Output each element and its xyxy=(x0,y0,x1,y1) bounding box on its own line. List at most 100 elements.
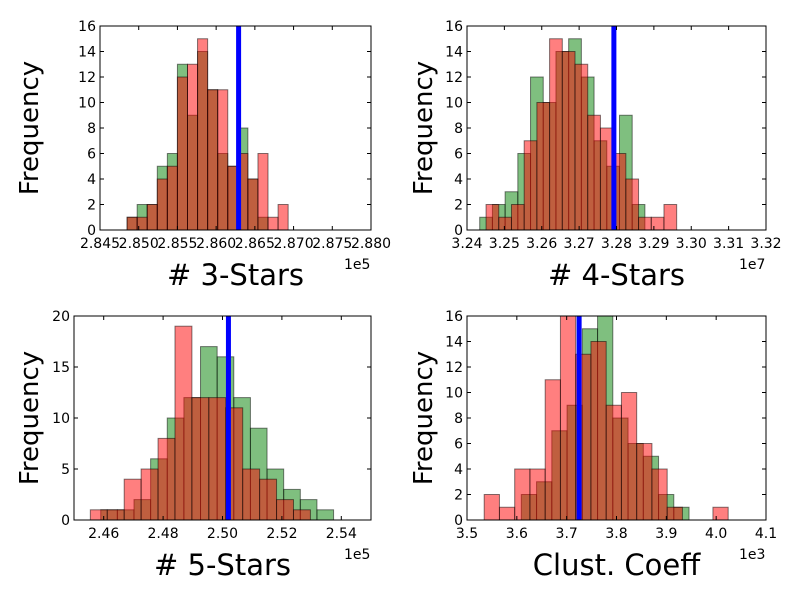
red-bar xyxy=(186,63,199,230)
x-axis-label: # 4-Stars xyxy=(548,258,685,292)
red-bar xyxy=(510,204,525,230)
x-tick-label: 2.880 xyxy=(351,236,391,252)
red-bar xyxy=(523,140,538,230)
y-tick-label: 20 xyxy=(52,309,70,325)
y-tick-label: 5 xyxy=(61,462,70,478)
red-bar xyxy=(536,102,551,230)
x-tick-label: 3.7 xyxy=(556,526,578,542)
red-bar xyxy=(242,468,261,520)
red-bar xyxy=(620,392,638,520)
red-bar xyxy=(599,127,614,230)
x-tick-label: 3.32 xyxy=(750,236,781,252)
y-axis-label: Frequency xyxy=(15,61,45,195)
red-bar xyxy=(106,509,125,520)
red-bar xyxy=(483,494,500,520)
red-bar xyxy=(217,89,229,230)
y-tick-label: 16 xyxy=(78,19,96,35)
red-bar xyxy=(498,506,516,520)
x-tick-label: 3.6 xyxy=(506,526,528,542)
x-tick-label: 3.8 xyxy=(605,526,627,542)
red-bar xyxy=(529,468,546,520)
red-bar xyxy=(590,341,607,520)
x-offset-label: 1e7 xyxy=(739,257,765,273)
y-tick-label: 0 xyxy=(61,513,70,529)
x-tick-label: 2.50 xyxy=(207,526,238,542)
x-offset-label: 1e5 xyxy=(344,547,370,563)
y-tick-label: 16 xyxy=(445,309,463,325)
red-bar xyxy=(176,76,188,230)
red-bar xyxy=(561,51,576,230)
x-tick-label: 2.875 xyxy=(312,236,352,252)
x-axis-label: # 3-Stars xyxy=(167,258,304,292)
x-tick-label: 3.28 xyxy=(601,236,632,252)
red-bar xyxy=(544,379,561,520)
red-bar xyxy=(267,216,279,230)
y-tick-label: 12 xyxy=(445,360,463,376)
red-bar xyxy=(207,89,219,230)
y-tick-label: 0 xyxy=(454,513,463,529)
red-bar xyxy=(666,506,683,520)
x-tick-label: 2.54 xyxy=(326,526,357,542)
red-bar xyxy=(651,468,668,520)
red-bar xyxy=(605,404,622,520)
red-bar xyxy=(638,216,652,230)
subplot-2: 3.24 3.25 3.26 3.27 3.28 3.29 3.30 3.31 3.32 0 2 4 6… xyxy=(409,19,782,292)
subplot-1: 2.8452.8502.8552.8602.8652.8702.8752.880… xyxy=(15,19,391,292)
red-bar xyxy=(208,397,227,520)
red-bar xyxy=(89,509,108,520)
red-bar xyxy=(166,165,178,230)
y-tick-label: 10 xyxy=(78,96,96,112)
y-tick-label: 6 xyxy=(454,147,463,163)
y-tick-label: 15 xyxy=(52,360,70,376)
x-axis-label: # 5-Stars xyxy=(154,548,291,582)
plot-area xyxy=(479,26,678,230)
red-bar xyxy=(174,325,193,520)
red-bar xyxy=(257,153,269,230)
y-tick-label: 6 xyxy=(87,147,96,163)
x-tick-label: 2.845 xyxy=(80,236,120,252)
red-bar xyxy=(156,178,168,230)
y-tick-label: 2 xyxy=(87,198,96,214)
red-bar xyxy=(157,437,176,520)
red-bar xyxy=(197,38,209,230)
red-bar xyxy=(498,216,512,230)
x-tick-label: 2.52 xyxy=(266,526,297,542)
y-axis-label: Frequency xyxy=(409,351,439,485)
y-tick-label: 2 xyxy=(454,198,463,214)
y-tick-label: 14 xyxy=(445,335,463,351)
y-tick-label: 2 xyxy=(454,488,463,504)
y-tick-label: 8 xyxy=(454,411,463,427)
plot-area xyxy=(483,316,729,520)
x-tick-label: 3.31 xyxy=(713,236,744,252)
y-tick-label: 12 xyxy=(445,70,463,86)
subplot-3: 2.46 2.48 2.50 2.52 2.54 0 5 10 15 20 1e5 # 5-Stars… xyxy=(15,309,372,582)
x-tick-label: 3.25 xyxy=(489,236,520,252)
x-tick-label: 3.26 xyxy=(526,236,557,252)
x-offset-label: 1e5 xyxy=(344,257,370,273)
green-bar xyxy=(316,509,335,520)
y-tick-label: 12 xyxy=(78,70,96,86)
x-tick-label: 3.9 xyxy=(655,526,677,542)
x-tick-label: 4.0 xyxy=(705,526,727,542)
y-tick-label: 4 xyxy=(454,462,463,478)
y-tick-label: 8 xyxy=(87,121,96,137)
red-bar xyxy=(712,506,729,520)
x-tick-label: 2.46 xyxy=(88,526,119,542)
x-tick-label: 3.30 xyxy=(676,236,707,252)
red-bar xyxy=(574,63,589,230)
y-tick-label: 6 xyxy=(454,437,463,453)
x-axis-label: Clust. Coeff xyxy=(533,548,701,582)
y-axis-label: Frequency xyxy=(15,351,45,485)
red-bar xyxy=(126,216,138,230)
y-tick-label: 8 xyxy=(454,121,463,137)
red-bar xyxy=(650,216,665,230)
x-tick-label: 4.1 xyxy=(755,526,777,542)
x-tick-label: 3.24 xyxy=(451,236,482,252)
x-tick-label: 3.29 xyxy=(638,236,669,252)
red-bar xyxy=(636,443,653,520)
red-bar xyxy=(549,38,563,230)
y-tick-label: 14 xyxy=(445,45,463,61)
x-tick-label: 2.855 xyxy=(157,236,197,252)
y-tick-label: 10 xyxy=(52,411,70,427)
